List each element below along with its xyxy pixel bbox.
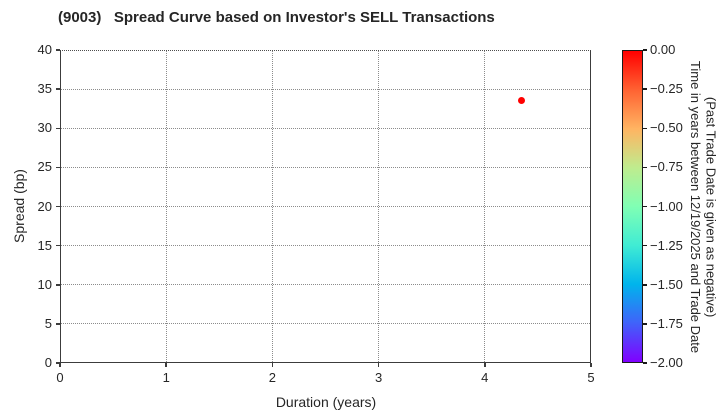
y-tick-label-20: 20 <box>37 198 52 214</box>
x-tick-1 <box>165 363 167 367</box>
colorbar-tick-label-6: −1.50 <box>650 276 683 292</box>
colorbar-tick-7 <box>643 323 647 325</box>
colorbar-tick-5 <box>643 244 647 247</box>
y-tick-10 <box>55 284 60 286</box>
y-tick-label-10: 10 <box>37 276 52 292</box>
y-tick-label-15: 15 <box>37 237 52 253</box>
x-tick-label-3: 3 <box>374 370 383 385</box>
gridline-y-15 <box>61 245 590 247</box>
colorbar-label: Time in years between 12/19/2025 and Tra… <box>687 60 719 354</box>
colorbar-tick-1 <box>643 88 647 90</box>
x-axis-label: Duration (years) <box>275 394 377 410</box>
y-tick-0 <box>55 362 60 364</box>
y-tick-5 <box>55 323 60 325</box>
colorbar-tick-0 <box>643 49 647 51</box>
colorbar-tick-label-1: −0.25 <box>650 81 683 97</box>
colorbar-tick-label-2: −0.50 <box>650 120 683 136</box>
colorbar-label-line1: Time in years between 12/19/2025 and Tra… <box>688 60 703 354</box>
colorbar-tick-4 <box>643 205 647 208</box>
x-tick-3 <box>377 363 380 367</box>
x-tick-label-0: 0 <box>56 370 64 385</box>
x-tick-2 <box>271 363 274 367</box>
colorbar-tick-8 <box>643 362 647 364</box>
gridline-y-20 <box>61 206 590 207</box>
gridline-y-10 <box>61 284 590 286</box>
colorbar-tick-label-8: −2.00 <box>650 355 683 370</box>
plot-area <box>60 50 591 363</box>
colorbar-tick-label-5: −1.25 <box>650 237 683 253</box>
colorbar-tick-6 <box>643 284 647 286</box>
y-tick-label-40: 40 <box>37 42 52 57</box>
y-tick-30 <box>55 127 60 129</box>
colorbar-gradient <box>622 50 643 363</box>
y-tick-label-5: 5 <box>44 315 52 331</box>
x-tick-label-5: 5 <box>587 370 595 385</box>
x-tick-label-2: 2 <box>268 370 276 385</box>
y-tick-label-0: 0 <box>44 355 52 370</box>
gridline-y-35 <box>61 88 590 90</box>
colorbar-tick-label-0: 0.00 <box>650 42 676 57</box>
gridline-y-5 <box>61 323 590 325</box>
y-tick-15 <box>55 244 60 247</box>
colorbar-tick-label-7: −1.75 <box>650 315 683 331</box>
gridline-y-25 <box>61 166 590 168</box>
x-tick-4 <box>484 363 486 367</box>
y-tick-label-25: 25 <box>37 159 52 175</box>
colorbar-label-line2: (Past Trade Date is given as negative) <box>703 96 719 318</box>
x-tick-label-1: 1 <box>162 370 170 385</box>
y-tick-40 <box>55 49 60 51</box>
gridline-y-30 <box>61 127 590 129</box>
y-tick-label-30: 30 <box>37 120 52 136</box>
colorbar-tick-label-3: −0.75 <box>650 159 683 175</box>
data-point <box>517 96 525 104</box>
colorbar-tick-label-4: −1.00 <box>650 198 683 214</box>
y-tick-35 <box>55 88 60 90</box>
x-tick-5 <box>590 363 592 367</box>
x-tick-label-4: 4 <box>481 370 489 385</box>
x-tick-0 <box>59 363 61 367</box>
y-tick-25 <box>55 166 60 169</box>
colorbar-tick-2 <box>643 127 647 129</box>
y-tick-label-35: 35 <box>37 81 52 97</box>
chart-title: (9003) Spread Curve based on Investor's … <box>58 9 495 26</box>
colorbar-tick-3 <box>643 166 647 169</box>
y-tick-20 <box>55 205 60 208</box>
